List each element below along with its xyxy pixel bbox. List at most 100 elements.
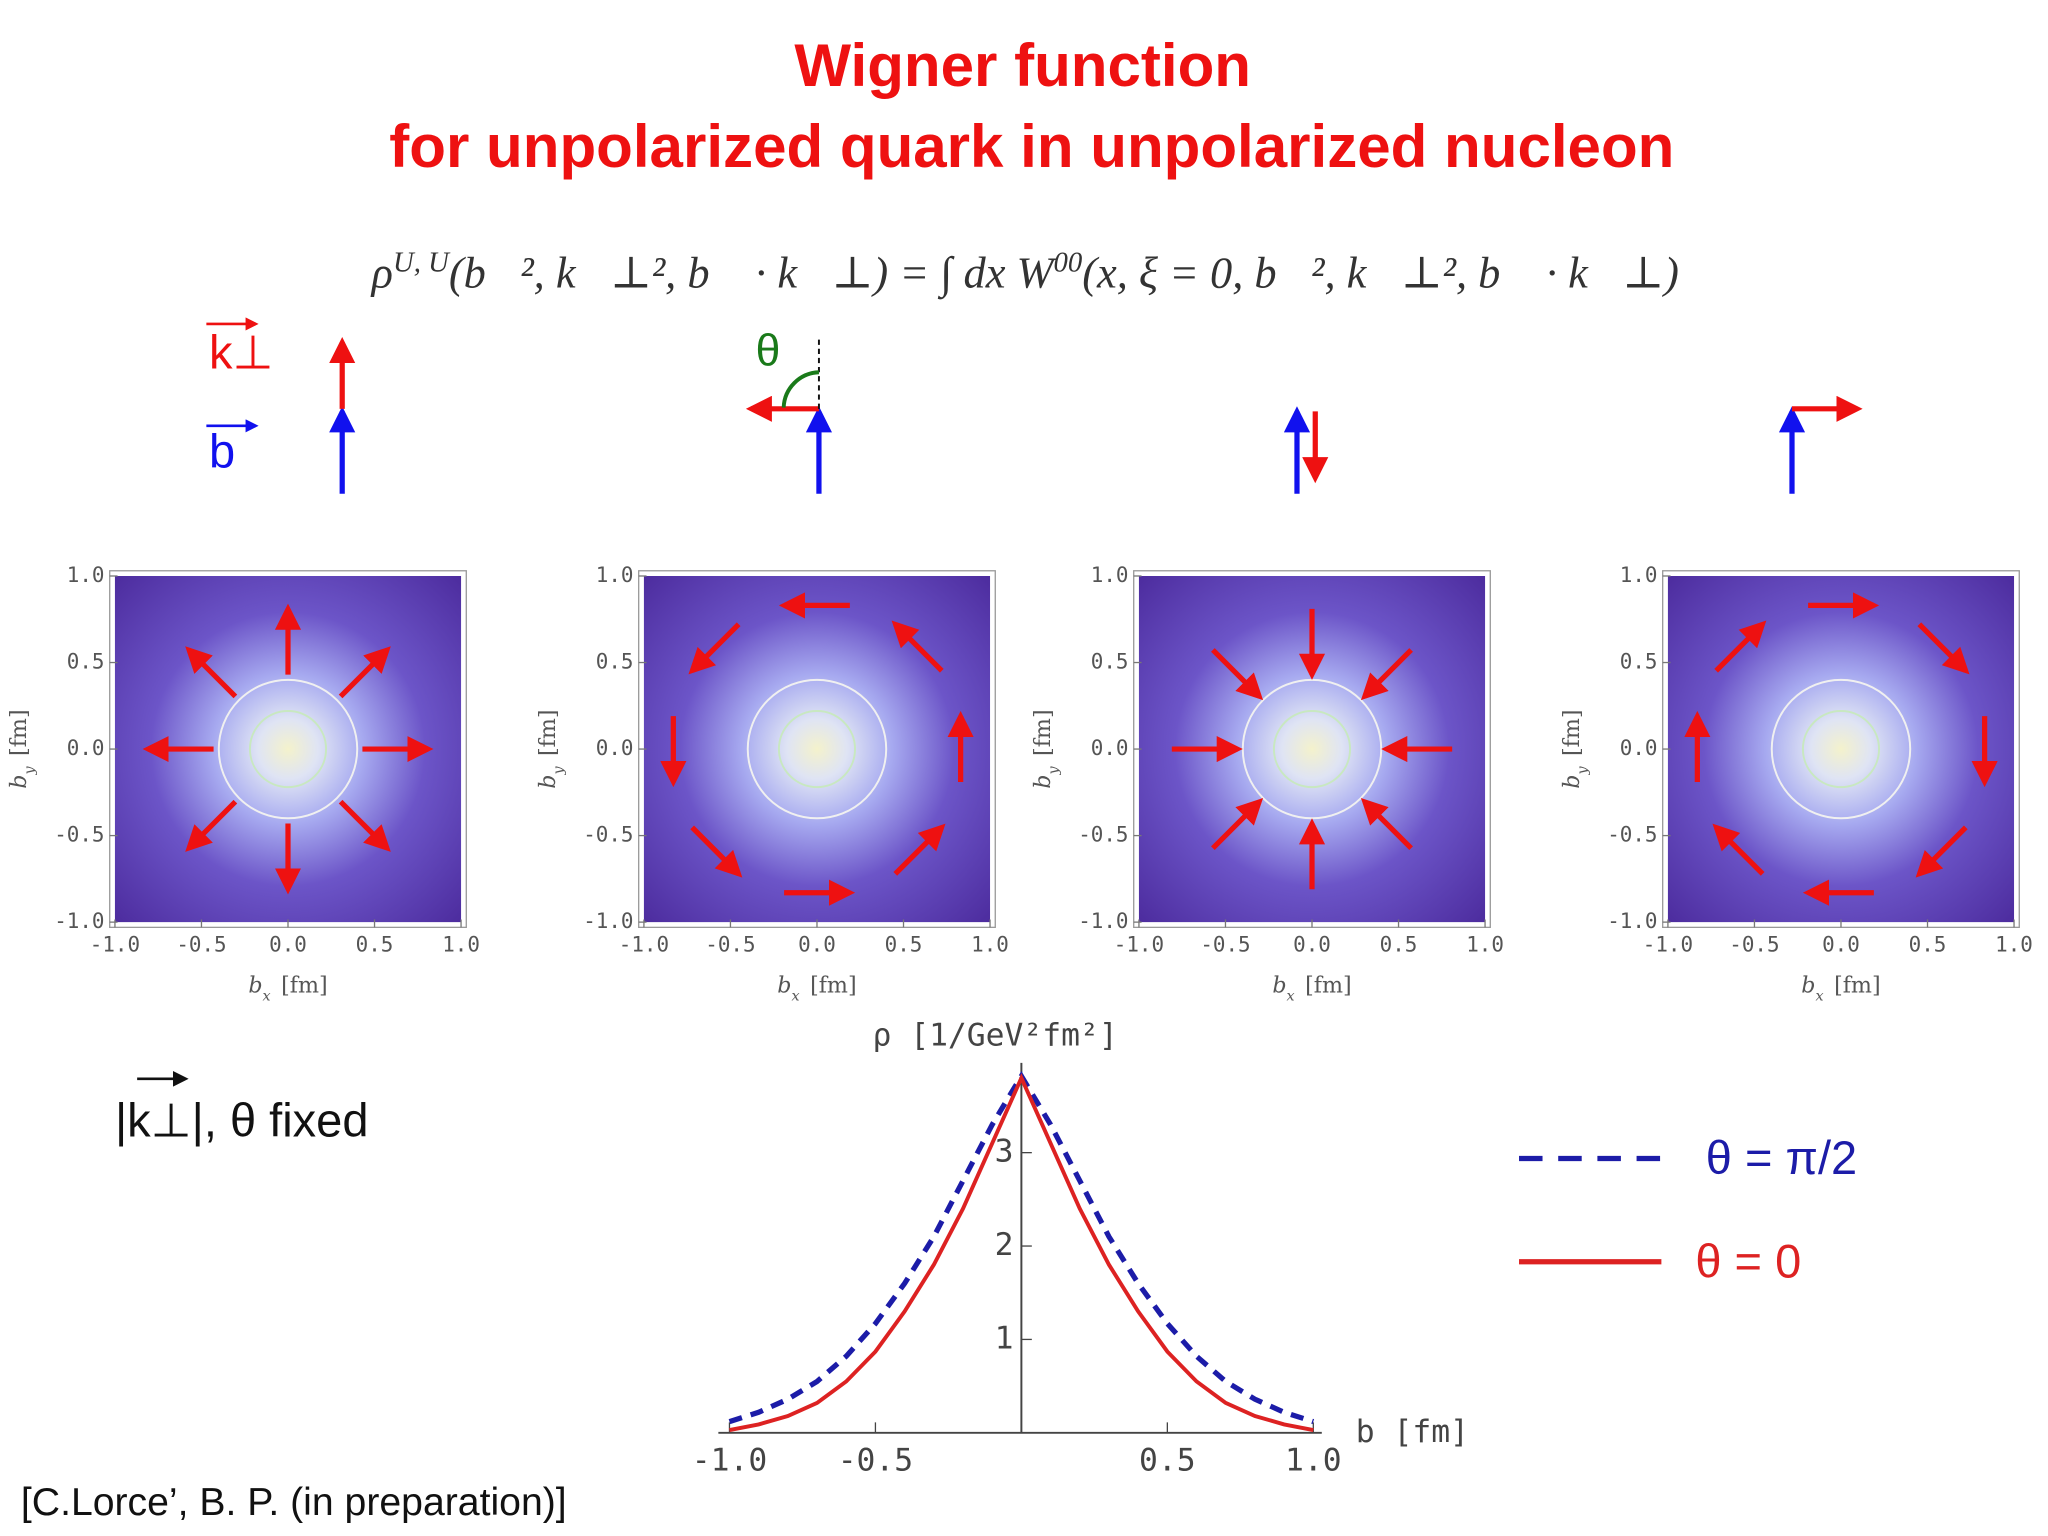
charts: -1.0 -0.5 0.0 0.5 1.0-1.0-0.50.00.51.0bx [fm]… [6, 563, 2033, 1479]
axis-symbol: b [1272, 973, 1286, 999]
x-tick-label: -0.5 [838, 1443, 913, 1479]
y-tick-label: 0.0 [1620, 736, 1658, 760]
axis-unit: [fm] [6, 709, 32, 756]
y-axis-label: ρ [1/GeV²fm²] [872, 1018, 1117, 1054]
k-arrow [185, 799, 238, 852]
x-axis-label: b [fm] [1356, 1414, 1469, 1450]
xlabel: bx [fm] [1272, 973, 1351, 1005]
contour [1272, 710, 1352, 789]
y-tick-label: 1.0 [1620, 563, 1658, 587]
formula-part: (x, ξ = 0, b⃗², k⃗⊥², b⃗ · k⃗⊥) [1082, 247, 1679, 297]
title-line: for unpolarized quark in unpolarized nuc… [389, 113, 1674, 180]
series-line [729, 1073, 1314, 1432]
note: |k⊥|, θ fixed [115, 1093, 369, 1146]
configurations [329, 336, 1863, 494]
ylabel: by [fm] [1559, 709, 1591, 788]
axis-subscript: y [551, 766, 567, 776]
x-tick-label: -0.5 [1729, 933, 1779, 957]
k-arrow [690, 825, 743, 878]
axis-unit: [fm] [810, 973, 857, 999]
contour [746, 678, 888, 820]
k-arrow [688, 622, 741, 675]
y-tick-label: 2 [995, 1227, 1014, 1263]
axis-subscript: x [1287, 989, 1295, 1005]
axis-subscript: x [792, 989, 800, 1005]
x-tick-label: 0.5 [356, 933, 394, 957]
x-tick-label: 0.0 [1293, 933, 1331, 957]
y-tick-label: 0.0 [67, 736, 105, 760]
x-tick-label: 0.0 [798, 933, 836, 957]
formula-part: ρ [370, 247, 393, 297]
xlabel: bx [fm] [248, 973, 327, 1005]
formula: ρU, U(b⃗², k⃗⊥², b⃗ · k⃗⊥) = ∫ dx W00(x,… [370, 246, 1679, 299]
contour [777, 710, 857, 789]
formula-part: (b⃗², k⃗⊥², b⃗ · k⃗⊥) = ∫ dx W [449, 247, 1058, 299]
axis-subscript: y [1046, 766, 1062, 776]
axis-unit: [fm] [1559, 709, 1585, 756]
axis-unit: [fm] [535, 709, 561, 756]
y-tick-label: 0.5 [596, 650, 634, 674]
k-arrow [891, 620, 944, 673]
axis-subscript: x [263, 989, 271, 1005]
axis-symbol: b [1030, 775, 1056, 789]
axis-subscript: x [1816, 989, 1824, 1005]
axis-symbol: b [248, 973, 262, 999]
k-arrow [1360, 648, 1413, 701]
x-tick-label: 0.5 [1380, 933, 1418, 957]
axis-subscript: y [22, 766, 38, 776]
y-tick-label: 0.0 [1091, 736, 1129, 760]
ylabel: by [fm] [535, 709, 567, 788]
axis-symbol: b [6, 775, 32, 789]
contour [1770, 678, 1912, 820]
x-tick-label: 1.0 [1466, 933, 1504, 957]
axis-symbol: b [1801, 973, 1815, 999]
k-label: k⊥ [209, 325, 273, 378]
legend-label: θ = π/2 [1706, 1131, 1857, 1184]
y-tick-label: 0.5 [67, 650, 105, 674]
x-tick-label: -1.0 [619, 933, 669, 957]
k-arrow [893, 823, 946, 876]
k-arrow [1714, 620, 1767, 673]
k-arrow [1211, 797, 1264, 851]
b-label: b [209, 425, 235, 478]
density-map [1667, 576, 2015, 923]
contour [248, 710, 328, 789]
k-arrow [185, 646, 238, 699]
k-arrow [1211, 648, 1264, 701]
x-tick-label: 0.0 [1822, 933, 1860, 957]
contour [1801, 710, 1881, 789]
x-tick-label: -0.5 [705, 933, 755, 957]
title-line: Wigner function [794, 32, 1251, 99]
axis-unit: [fm] [1834, 973, 1881, 999]
y-tick-label: 0.5 [1091, 650, 1129, 674]
y-tick-label: -1.0 [54, 909, 104, 933]
k-arrow [338, 646, 391, 699]
k-arrow [338, 799, 391, 852]
y-tick-label: -1.0 [583, 909, 633, 933]
y-tick-label: -1.0 [1078, 909, 1128, 933]
x-tick-label: 1.0 [442, 933, 480, 957]
axis-symbol: b [535, 775, 561, 789]
y-tick-label: -0.5 [1607, 823, 1657, 847]
y-tick-label: -0.5 [1078, 823, 1128, 847]
y-tick-label: 3 [995, 1134, 1014, 1170]
contour [217, 678, 359, 820]
y-tick-label: 1.0 [67, 563, 105, 587]
formula-part: U, U [393, 246, 451, 278]
y-tick-label: -1.0 [1607, 909, 1657, 933]
ylabel: by [fm] [1030, 709, 1062, 788]
citation: [C.Lorce’, B. P. (in preparation)] [21, 1481, 567, 1524]
y-tick-label: 1.0 [596, 563, 634, 587]
x-tick-label: -0.5 [1200, 933, 1250, 957]
theta-label: θ [756, 327, 781, 376]
x-tick-label: 1.0 [971, 933, 1009, 957]
axis-subscript: y [1575, 766, 1591, 776]
y-tick-label: 0.0 [596, 736, 634, 760]
axis-symbol: b [1559, 775, 1585, 789]
axis-symbol: b [777, 973, 791, 999]
x-tick-label: 1.0 [1995, 933, 2033, 957]
formula-part: 00 [1053, 246, 1082, 278]
y-tick-label: -0.5 [583, 823, 633, 847]
xlabel: bx [fm] [777, 973, 856, 1005]
